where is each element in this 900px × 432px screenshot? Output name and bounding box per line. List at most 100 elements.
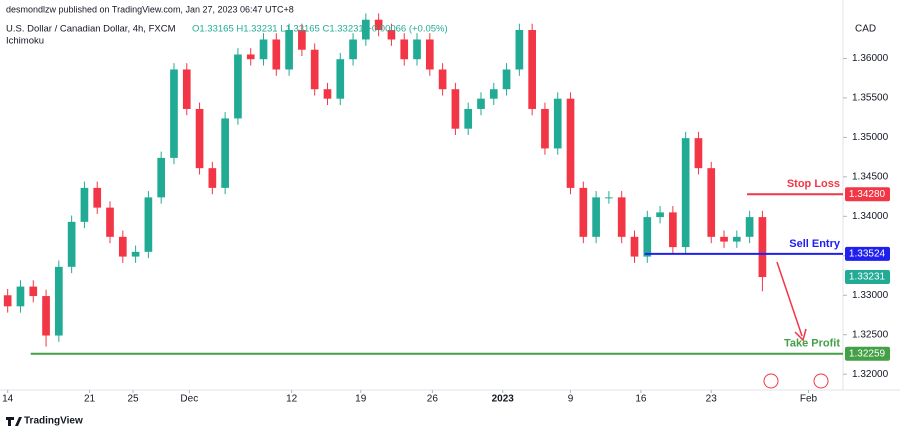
candle-body — [387, 30, 396, 40]
trade-arrow — [776, 261, 807, 342]
candle-body — [29, 286, 38, 297]
candle-body — [605, 197, 613, 199]
candle-body — [195, 108, 204, 169]
level-box — [845, 187, 890, 202]
level-label: Take Profit — [784, 338, 840, 350]
candle-body — [285, 30, 293, 70]
candle-body — [221, 118, 229, 188]
y-tick-label: 1.34500 — [852, 171, 889, 182]
y-tick-label: 1.35500 — [852, 93, 889, 104]
candle-body — [694, 138, 703, 169]
y-tick-label: 1.32500 — [852, 329, 889, 340]
candle-body — [656, 212, 664, 218]
symbol-title: U.S. Dollar / Canadian Dollar, 4h, FXCM — [6, 24, 176, 35]
candle-body — [131, 251, 140, 257]
event-icon — [813, 373, 829, 389]
arrow-head — [794, 328, 807, 342]
x-tick-label: Feb — [800, 394, 818, 405]
event-icon — [763, 373, 779, 389]
candle-body — [553, 98, 562, 149]
candle-body — [425, 39, 434, 70]
candle-body — [413, 39, 421, 60]
candle-body — [157, 157, 166, 198]
x-tick-label: 2023 — [492, 394, 515, 405]
candle-body — [259, 39, 268, 60]
y-tick-label: 1.33000 — [852, 290, 889, 301]
candle-body — [106, 207, 114, 237]
level-label: Sell Entry — [789, 238, 841, 250]
candle-body — [592, 197, 600, 237]
indicator-name: Ichimoku — [6, 36, 44, 47]
candle-body — [93, 187, 102, 208]
x-tick-label: Dec — [180, 394, 198, 405]
candle-body — [310, 49, 319, 90]
x-tick-label: 14 — [2, 394, 14, 405]
candle-body — [42, 296, 50, 336]
candle-body — [182, 69, 191, 109]
y-tick-label: 1.35000 — [852, 132, 889, 143]
y-tick-label: 1.36000 — [852, 53, 889, 64]
x-tick-label: 19 — [355, 394, 367, 405]
candle-body — [362, 19, 370, 40]
candle-body — [732, 236, 741, 242]
candle-body — [55, 266, 63, 336]
candle-body — [208, 168, 217, 188]
candle-body — [349, 39, 357, 60]
candle-body — [80, 187, 89, 222]
plot-area — [3, 13, 767, 347]
event-icons — [763, 373, 829, 389]
candle-body — [489, 89, 498, 99]
candle-body — [477, 98, 485, 109]
x-tick-label: 23 — [706, 394, 718, 405]
level-box — [845, 346, 890, 361]
level-value: 1.33524 — [849, 249, 886, 260]
y-tick-label: 1.32000 — [852, 369, 889, 380]
y-tick-label: 1.34000 — [852, 211, 889, 222]
candle-body — [643, 217, 652, 257]
level-box — [845, 246, 890, 261]
brand: TradingView — [24, 416, 83, 427]
candle-body — [515, 30, 524, 70]
last-price-box — [845, 270, 890, 285]
candle-body — [541, 108, 549, 149]
logo-icon — [6, 417, 22, 426]
level-value: 1.34280 — [849, 189, 886, 200]
currency: CAD — [855, 24, 876, 35]
candle-body — [118, 236, 127, 257]
candle-body — [323, 89, 332, 99]
level-label: Stop Loss — [787, 178, 840, 190]
candle-body — [502, 69, 511, 90]
candle-body — [758, 217, 767, 278]
candle-body — [681, 138, 690, 248]
level-value: 1.32259 — [849, 348, 886, 359]
publisher: desmondlzw published on TradingView.com,… — [6, 4, 294, 14]
candle-body — [451, 89, 460, 129]
candle-body — [246, 54, 255, 60]
candle-body — [298, 30, 306, 50]
candle-body — [400, 39, 409, 60]
x-tick-label: 12 — [286, 394, 298, 405]
candle-body — [566, 98, 575, 188]
candle-body — [438, 69, 447, 90]
x-tick-label: 9 — [568, 394, 574, 405]
x-tick-label: 26 — [427, 394, 439, 405]
x-tick-label: 21 — [84, 394, 96, 405]
candle-body — [272, 39, 281, 70]
candle-body — [144, 197, 153, 252]
candle-body — [745, 217, 754, 237]
logo: TradingView — [6, 416, 83, 427]
candle-body — [3, 295, 12, 307]
candle-body — [617, 197, 626, 237]
x-tick-label: 16 — [635, 394, 647, 405]
candle-body — [16, 286, 25, 307]
candle-body — [630, 236, 639, 257]
x-tick-label: 25 — [127, 394, 139, 405]
candle-body — [720, 236, 728, 242]
candle-body — [579, 187, 588, 237]
last-price-label: 1.33231 — [849, 272, 886, 283]
candle-body — [374, 19, 383, 30]
candle-body — [669, 212, 677, 248]
candle-body — [67, 221, 76, 267]
arrow-shaft — [776, 261, 803, 337]
